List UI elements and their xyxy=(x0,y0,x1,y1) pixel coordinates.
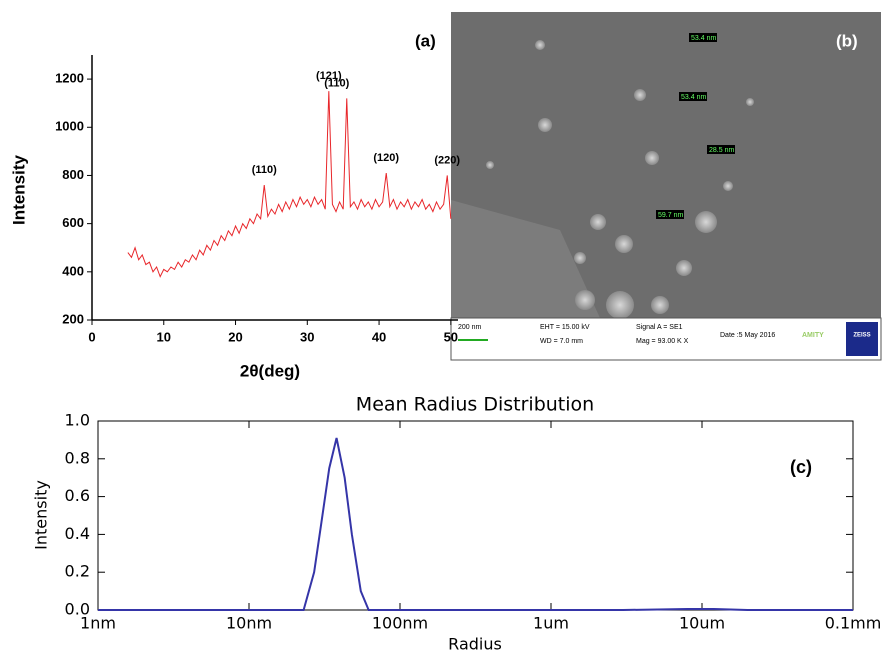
mag: Mag = 93.00 K X xyxy=(636,338,689,345)
scale-bar-label: 200 nm xyxy=(458,324,482,331)
y-tick-label: 1200 xyxy=(55,71,84,86)
logo-box xyxy=(846,322,878,356)
y-tick-label: 600 xyxy=(62,215,84,230)
x-tick-label: 30 xyxy=(300,329,314,344)
wd: WD = 7.0 mm xyxy=(540,338,583,345)
peak-label: (121) xyxy=(316,70,342,82)
x-tick-label: 10 xyxy=(157,329,171,344)
y-tick-label: 0.0 xyxy=(65,600,90,619)
peak-label: (110) xyxy=(324,77,349,89)
dls-chart: 1nm 10nm 100nm 1um 10um 0.1mm 0.0 0.2 0.4 0.6 0.8 1… xyxy=(32,394,882,654)
measurement: 28.5 nm xyxy=(709,147,734,154)
measurement: 59.7 nm xyxy=(658,212,683,219)
y-tick-label: 0.8 xyxy=(65,448,90,467)
brand: AMITY xyxy=(802,332,824,339)
measurement-box xyxy=(656,210,684,219)
peak-label: (220) xyxy=(434,154,460,166)
y-axis-label: Intensity xyxy=(32,480,51,550)
x-axis-label: 2θ(deg) xyxy=(240,361,300,380)
x-tick-label: 100nm xyxy=(372,614,428,633)
measurement-box xyxy=(707,145,735,154)
peak-label: (120) xyxy=(373,152,399,164)
y-axis-label: Intensity xyxy=(9,155,28,225)
data-line xyxy=(127,91,452,278)
y-tick-label: 1.0 xyxy=(65,411,90,430)
peak-label: (110) xyxy=(252,164,277,176)
x-tick-label: 10nm xyxy=(226,614,272,633)
measurement-box xyxy=(679,92,707,101)
y-tick-label: 0.2 xyxy=(65,562,90,581)
x-tick-label: 1um xyxy=(533,614,569,633)
data-line xyxy=(98,437,853,611)
measurement: 53.4 nm xyxy=(691,35,716,42)
measurement: 53.4 nm xyxy=(681,94,706,101)
xrd-chart: 0 10 20 30 40 5020040060080010001200(110)(121… xyxy=(9,31,460,380)
measurement-box xyxy=(689,33,717,42)
y-tick-label: 400 xyxy=(62,263,84,278)
plot-frame xyxy=(97,420,854,611)
measurement-labels: 53.4 nm 53.4 nm 28.5 nm 59.7 nm xyxy=(656,33,735,219)
signal: Signal A = SE1 xyxy=(636,324,683,331)
x-tick-label: 0 xyxy=(88,329,95,344)
chart-title: Mean Radius Distribution xyxy=(356,394,594,416)
x-tick-label: 1nm xyxy=(80,614,116,633)
y-tick-label: 0.6 xyxy=(65,486,90,505)
panel-label: (c) xyxy=(790,457,812,477)
logo: ZEISS xyxy=(853,333,870,339)
sem-panel: 53.4 nm 53.4 nm 28.5 nm 59.7 nm (b) 200 … xyxy=(450,12,882,361)
y-tick-label: 0.4 xyxy=(65,524,90,543)
info-bar xyxy=(450,317,882,361)
date: Date :5 May 2016 xyxy=(720,332,775,339)
x-tick-label: 10um xyxy=(679,614,725,633)
eht: EHT = 15.00 kV xyxy=(540,324,590,331)
y-tick-label: 200 xyxy=(62,311,84,326)
particles xyxy=(486,40,754,319)
panel-label: (a) xyxy=(415,31,436,50)
y-tick-label: 800 xyxy=(62,167,84,182)
x-tick-label: 0.1mm xyxy=(825,614,882,633)
x-tick-label: 40 xyxy=(372,329,386,344)
x-tick-label: 20 xyxy=(228,329,242,344)
panel-label: (b) xyxy=(836,31,858,50)
y-tick-label: 1000 xyxy=(55,119,84,134)
sem-texture xyxy=(451,200,600,318)
x-axis-label: Radius xyxy=(448,635,502,654)
x-tick-label: 50 xyxy=(444,329,458,344)
